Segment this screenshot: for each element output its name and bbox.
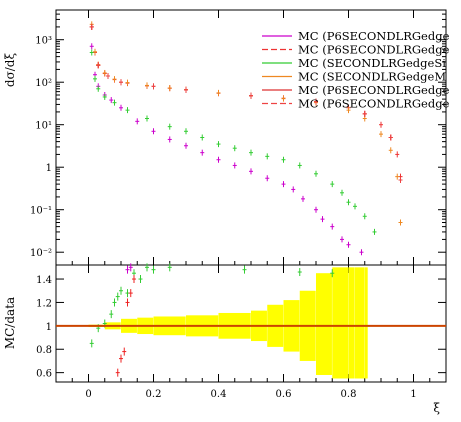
y-tick-label-top: 10¹: [35, 121, 52, 132]
y-axis-label-top: dσ/dξ: [3, 53, 17, 88]
legend-entry-0: MC (P6SECONDLRGedge: [298, 29, 450, 43]
legend-entry-4: MC (P6SECONDLRGedge: [298, 83, 450, 97]
y-tick-label-ratio: 0.8: [36, 345, 52, 356]
y-tick-label-ratio: 1.4: [36, 275, 52, 286]
y-tick-label-ratio: 1.2: [36, 298, 52, 309]
y-tick-label-top: 10²: [35, 78, 52, 89]
uncertainty-band: [348, 267, 355, 379]
y-tick-label-top: 1: [46, 163, 52, 174]
y-tick-label-top: 10⁻²: [30, 248, 52, 259]
y-axis-label-ratio: MC/data: [3, 297, 17, 349]
x-tick-label: 0.4: [211, 389, 227, 400]
x-axis-label: ξ: [433, 401, 440, 415]
y-tick-label-ratio: 1: [46, 322, 52, 333]
x-tick-label: 0.2: [146, 389, 162, 400]
legend-entry-2: MC (SECONDLRGedgeSi: [298, 56, 446, 70]
uncertainty-band: [364, 267, 368, 379]
x-tick-label: 0.6: [276, 389, 292, 400]
x-tick-label: 1: [410, 389, 416, 400]
x-tick-label: 0.8: [341, 389, 357, 400]
uncertainty-band: [355, 267, 365, 379]
uncertainty-band: [332, 267, 349, 379]
y-tick-label-ratio: 0.6: [36, 369, 52, 380]
ratio-panel: 0 0.2 0.4 0.6 0.8 1 1.4 1.2 1 0.8 0.6: [36, 263, 447, 400]
top-panel: 10³ 10² 10¹ 1 10⁻¹ 10⁻²: [30, 9, 447, 266]
y-tick-label-top: 10⁻¹: [30, 206, 52, 217]
legend-entry-3: MC (SECONDLRGedgeM: [298, 70, 446, 84]
legend-entry-5: MC (P6SECONDLRGedge: [298, 97, 450, 111]
y-tick-label-top: 10³: [35, 36, 52, 47]
x-tick-label: 0: [85, 389, 91, 400]
uncertainty-band: [316, 273, 332, 375]
legend-entry-1: MC (P6SECONDLRGedge: [298, 43, 450, 57]
